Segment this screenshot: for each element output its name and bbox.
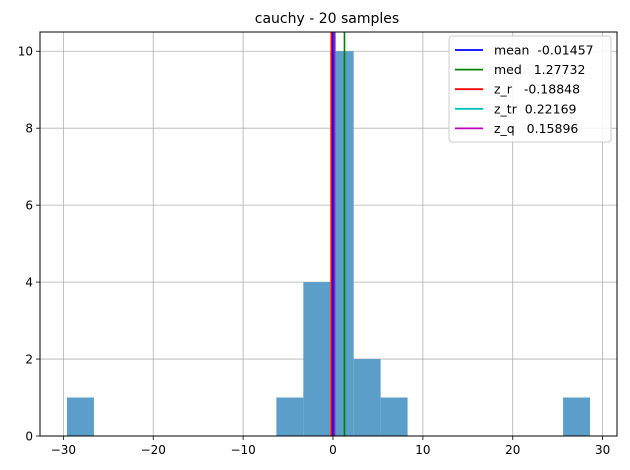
legend-label: med 1.27732	[494, 62, 585, 77]
legend-label: mean -0.01457	[494, 43, 594, 58]
chart-title: cauchy - 20 samples	[255, 11, 399, 27]
histogram-bar	[380, 397, 408, 436]
y-tick-label: 0	[25, 430, 33, 444]
y-tick-label: 8	[25, 122, 33, 136]
x-tick-label: 30	[595, 443, 610, 457]
legend-label: z_r -0.18848	[494, 82, 580, 97]
x-tick-label: −20	[141, 443, 166, 457]
legend-label: z_q 0.15896	[494, 121, 578, 136]
x-tick-label: 20	[505, 443, 520, 457]
y-tick-label: 4	[25, 276, 33, 290]
y-tick-label: 2	[25, 353, 33, 367]
histogram-bar	[330, 51, 354, 436]
x-tick-label: 0	[329, 443, 337, 457]
legend-label: z_tr 0.22169	[494, 101, 577, 116]
legend: mean -0.01457 med 1.27732 z_r -0.18848 z_tr…	[448, 35, 612, 143]
y-tick-label: 6	[25, 199, 33, 213]
y-tick-label: 10	[18, 45, 33, 59]
plot-frame	[39, 31, 618, 437]
x-tick-label: −10	[230, 443, 255, 457]
histogram-bar	[66, 397, 94, 436]
histogram-bar	[276, 397, 304, 436]
statistic-lines	[330, 32, 346, 436]
axis-ticks: −30 −20 −10 0 10 20 30 0 2 4 6 8 10	[18, 45, 611, 457]
histogram-bar	[353, 359, 381, 436]
histogram-bar	[303, 282, 331, 436]
histogram-bars	[66, 51, 591, 436]
legend-box	[448, 35, 612, 143]
histogram-bar	[563, 397, 591, 436]
x-tick-label: 10	[415, 443, 430, 457]
x-tick-label: −30	[51, 443, 76, 457]
